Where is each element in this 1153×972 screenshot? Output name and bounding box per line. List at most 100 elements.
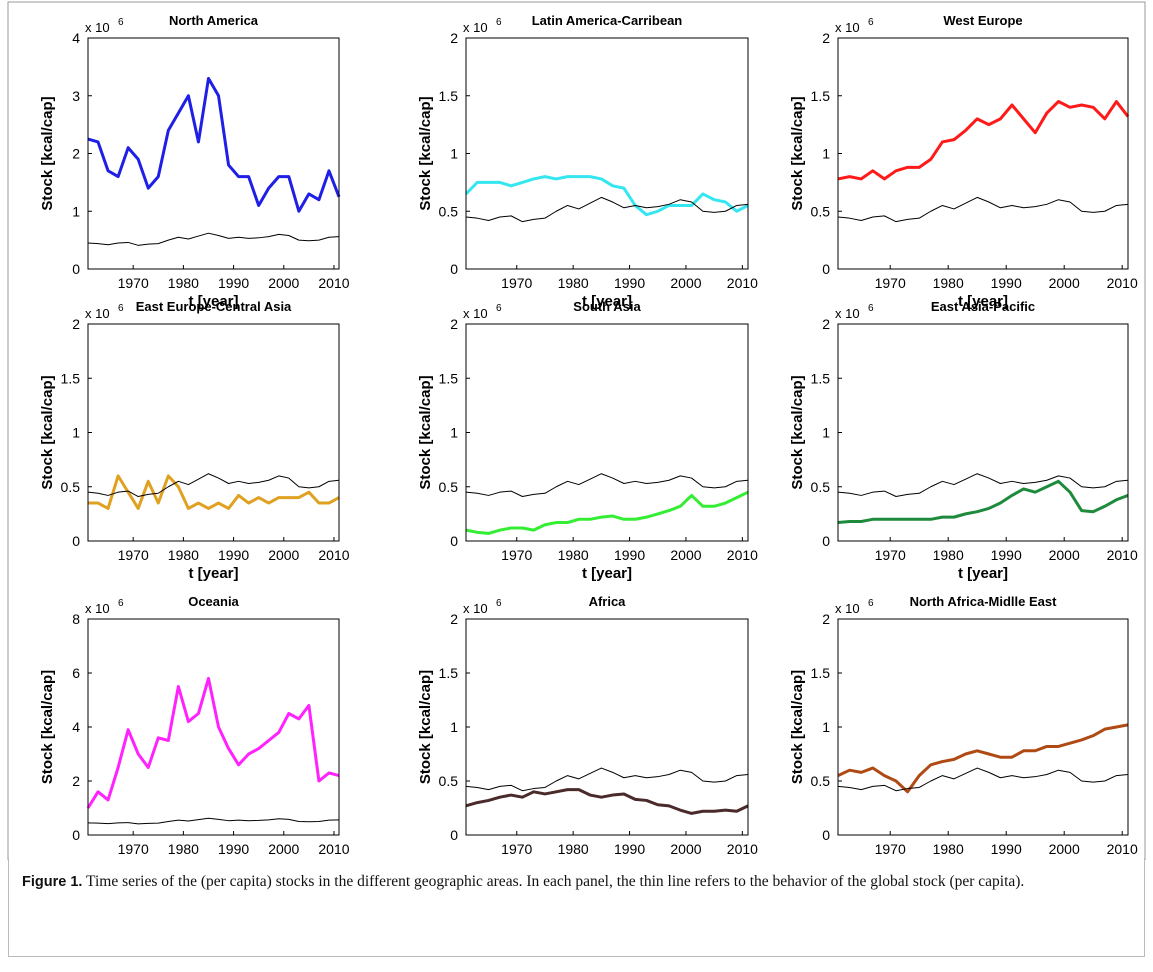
x-tick-label: 2010 [1107,841,1138,857]
caption-box [8,858,1145,957]
y-tick-label: 1 [822,719,830,735]
x-tick-label: 1990 [614,275,645,291]
chart-title: North Africa-Midlle East [910,594,1058,609]
x-tick-label: 1970 [118,275,149,291]
y-exponent: 6 [496,598,502,609]
x-tick-label: 2010 [727,275,758,291]
series-line [837,196,1129,223]
x-axis-label: t [year] [958,565,1008,582]
x-tick-label: 2010 [318,275,349,291]
y-tick-label: 0 [822,533,830,549]
y-tick-label: 0.5 [61,479,81,495]
x-tick-label: 1970 [875,841,906,857]
y-tick-label: 1 [450,719,458,735]
x-tick-label: 1990 [991,841,1022,857]
x-tick-label: 1990 [991,275,1022,291]
series-line [464,175,749,217]
x-tick-label: 1990 [218,547,249,563]
x-tick-label: 1980 [558,547,589,563]
y-tick-label: 3 [72,88,80,104]
x-tick-label: 1970 [118,547,149,563]
series-line [87,76,341,213]
series-line [465,767,749,792]
series-line [465,788,749,815]
y-tick-label: 0 [72,533,80,549]
y-tick-label: 1.5 [439,88,459,104]
y-axis-label: Stock [kcal/cap] [417,375,434,489]
x-tick-label: 1980 [168,275,199,291]
x-axis-label: t [year] [958,859,1008,860]
y-multiplier: x 10 [835,601,860,616]
y-tick-label: 1.5 [811,370,831,386]
x-tick-label: 1980 [168,841,199,857]
y-tick-label: 0 [72,261,80,277]
y-multiplier: x 10 [835,306,860,321]
x-tick-label: 2010 [727,547,758,563]
y-axis-label: Stock [kcal/cap] [39,96,56,210]
plot-area [88,324,339,541]
y-tick-label: 2 [450,316,458,332]
y-tick-label: 4 [72,30,80,46]
y-exponent: 6 [868,303,874,314]
x-tick-label: 2010 [318,547,349,563]
x-tick-label: 2010 [1107,547,1138,563]
y-tick-label: 8 [72,611,80,627]
x-tick-label: 1980 [168,547,199,563]
x-tick-label: 1970 [501,275,532,291]
y-tick-label: 1.5 [439,665,459,681]
x-tick-label: 2000 [268,841,299,857]
series-line [837,479,1129,525]
series-line [465,196,749,223]
y-multiplier: x 10 [463,601,488,616]
y-tick-label: 1.5 [811,88,831,104]
y-tick-label: 2 [822,316,830,332]
x-axis-label: t [year] [582,859,632,860]
y-exponent: 6 [118,17,124,28]
y-tick-label: 4 [72,719,80,735]
y-multiplier: x 10 [85,601,110,616]
y-tick-label: 0.5 [811,773,831,789]
y-tick-label: 2 [822,30,830,46]
y-axis-label: Stock [kcal/cap] [39,670,56,784]
y-multiplier: x 10 [85,20,110,35]
y-tick-label: 1 [822,425,830,441]
chart-title: Africa [589,594,627,609]
series-line [837,723,1129,794]
series-line [837,100,1130,181]
series-line [87,232,340,246]
x-axis-label: t [year] [582,293,632,310]
y-tick-label: 0 [450,533,458,549]
x-tick-label: 1980 [558,275,589,291]
x-tick-label: 2000 [1049,275,1080,291]
y-exponent: 6 [118,303,124,314]
y-tick-label: 6 [72,665,80,681]
x-tick-label: 2010 [727,841,758,857]
y-tick-label: 2 [450,30,458,46]
x-axis-label: t [year] [188,293,238,310]
y-tick-label: 0 [822,827,830,843]
y-exponent: 6 [496,17,502,28]
series-line [87,473,340,498]
x-axis-label: t [year] [188,565,238,582]
chart-title: North America [169,13,259,28]
x-axis-label: t [year] [958,293,1008,310]
x-tick-label: 2010 [1107,275,1138,291]
plot-area [838,324,1128,541]
y-tick-label: 1 [72,425,80,441]
y-multiplier: x 10 [85,306,110,321]
y-tick-label: 1 [822,146,830,162]
y-axis-label: Stock [kcal/cap] [789,375,806,489]
x-tick-label: 1980 [933,547,964,563]
x-tick-label: 1980 [558,841,589,857]
chart-title: East Asia-Pacific [931,299,1035,314]
x-tick-label: 2000 [1049,841,1080,857]
x-tick-label: 2000 [670,841,701,857]
x-tick-label: 1970 [118,841,149,857]
series-line [465,490,749,535]
x-tick-label: 2000 [670,547,701,563]
x-tick-label: 1990 [991,547,1022,563]
x-axis-label: t [year] [582,565,632,582]
x-tick-label: 1970 [501,547,532,563]
x-tick-label: 1990 [614,547,645,563]
y-tick-label: 2 [72,773,80,789]
